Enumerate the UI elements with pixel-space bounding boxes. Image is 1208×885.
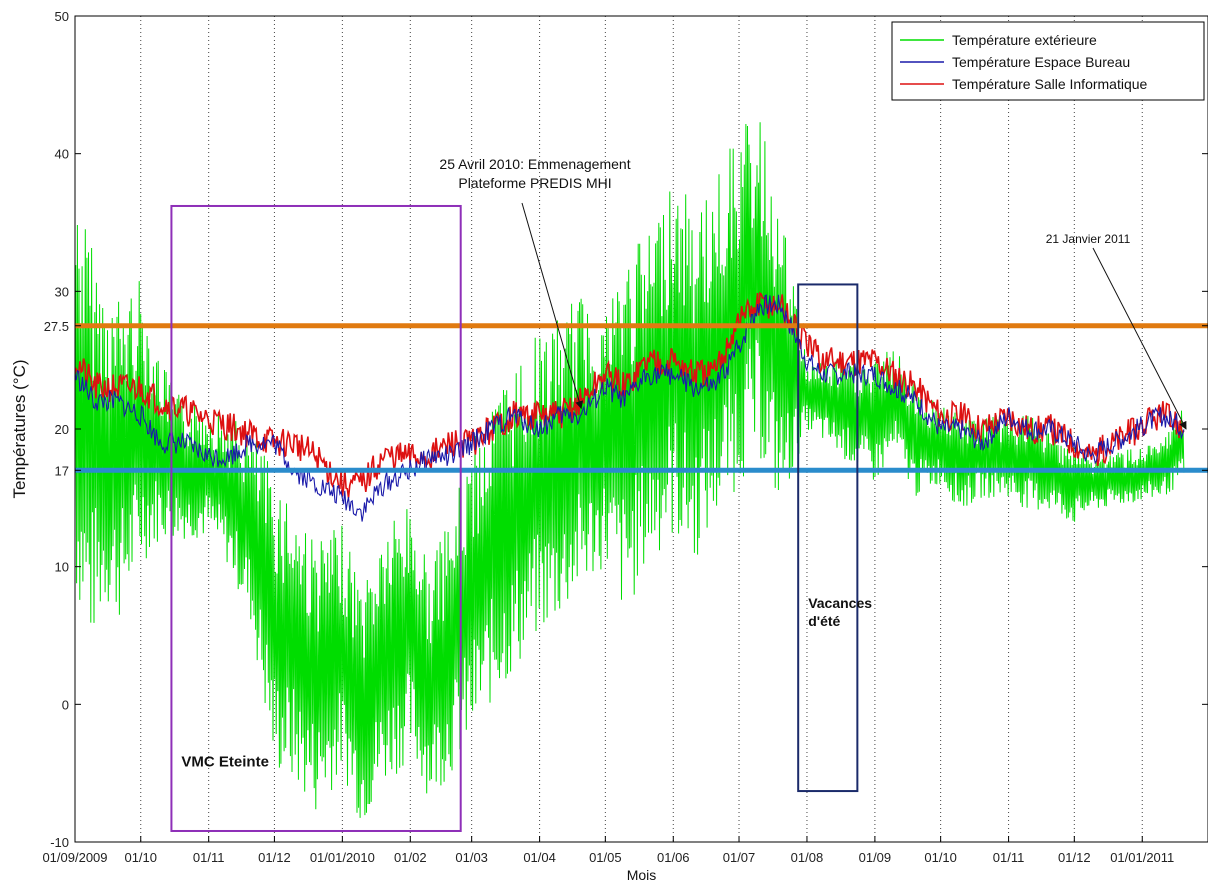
predis-arrow xyxy=(521,202,584,410)
legend-entry: Température extérieure xyxy=(952,32,1097,48)
x-tick-label: 01/01/2011 xyxy=(1110,850,1174,865)
y-tick-label: 10 xyxy=(55,560,69,575)
series-outdoor xyxy=(75,122,1185,818)
legend-box xyxy=(891,21,1205,101)
x-tick-label: 01/12 xyxy=(258,850,291,865)
x-tick-label: 01/04 xyxy=(523,850,556,865)
vmc-off-label: VMC Eteinte xyxy=(181,753,269,770)
legend: Température extérieure Température Espace… xyxy=(891,21,1205,101)
x-tick-label: 01/07 xyxy=(723,850,756,865)
y-tick-label: 20 xyxy=(55,422,69,437)
x-tick-label: 01/08 xyxy=(791,850,824,865)
x-tick-label: 01/11 xyxy=(193,850,225,865)
summer-holiday-box xyxy=(797,283,859,793)
series-office xyxy=(75,294,1185,522)
x-tick-label: 01/01/2010 xyxy=(310,850,375,865)
x-tick-label: 01/10 xyxy=(924,850,957,865)
summer-holiday-label: Vacances xyxy=(808,595,872,611)
x-tick-label: 01/12 xyxy=(1058,850,1091,865)
reference-lines xyxy=(75,323,1208,473)
annotations: VMC Eteinte Vacances d'été 25 Avril 2010: E… xyxy=(170,156,1187,832)
x-tick-label: 01/05 xyxy=(589,850,622,865)
y-tick-label: 30 xyxy=(55,284,69,299)
january-annotation-label: 21 Janvier 2011 xyxy=(1046,232,1131,246)
x-tick-label: 01/03 xyxy=(455,850,488,865)
y-axis-title: Températures (°C) xyxy=(10,359,29,498)
data-layer xyxy=(75,122,1185,818)
legend-entry: Température Salle Informatique xyxy=(952,76,1148,92)
x-tick-label: 01/06 xyxy=(657,850,690,865)
x-tick-label: 01/09 xyxy=(859,850,892,865)
predis-annotation-label: Plateforme PREDIS MHI xyxy=(458,175,611,191)
legend-entry: Température Espace Bureau xyxy=(952,54,1130,70)
y-tick-label: -10 xyxy=(50,835,69,850)
y-tick-label: 50 xyxy=(55,9,69,24)
axes: 01/09/2009 01/10 01/11 01/12 01/01/2010 01/02… xyxy=(10,9,1208,883)
january-arrow xyxy=(1092,247,1187,430)
x-axis-title: Mois xyxy=(627,867,657,883)
predis-annotation-label: 25 Avril 2010: Emmenagement xyxy=(439,156,630,172)
summer-holiday-label: d'été xyxy=(808,613,840,629)
y-tick-label: 27.5 xyxy=(44,319,69,334)
x-tick-label: 01/10 xyxy=(124,850,157,865)
y-tick-label: 40 xyxy=(55,147,69,162)
x-tick-label: 01/09/2009 xyxy=(42,850,107,865)
x-tick-label: 01/11 xyxy=(993,850,1025,865)
y-tick-label: 17 xyxy=(55,463,69,478)
vmc-off-box xyxy=(170,204,462,832)
y-tick-label: 0 xyxy=(62,697,69,712)
x-tick-label: 01/02 xyxy=(394,850,427,865)
